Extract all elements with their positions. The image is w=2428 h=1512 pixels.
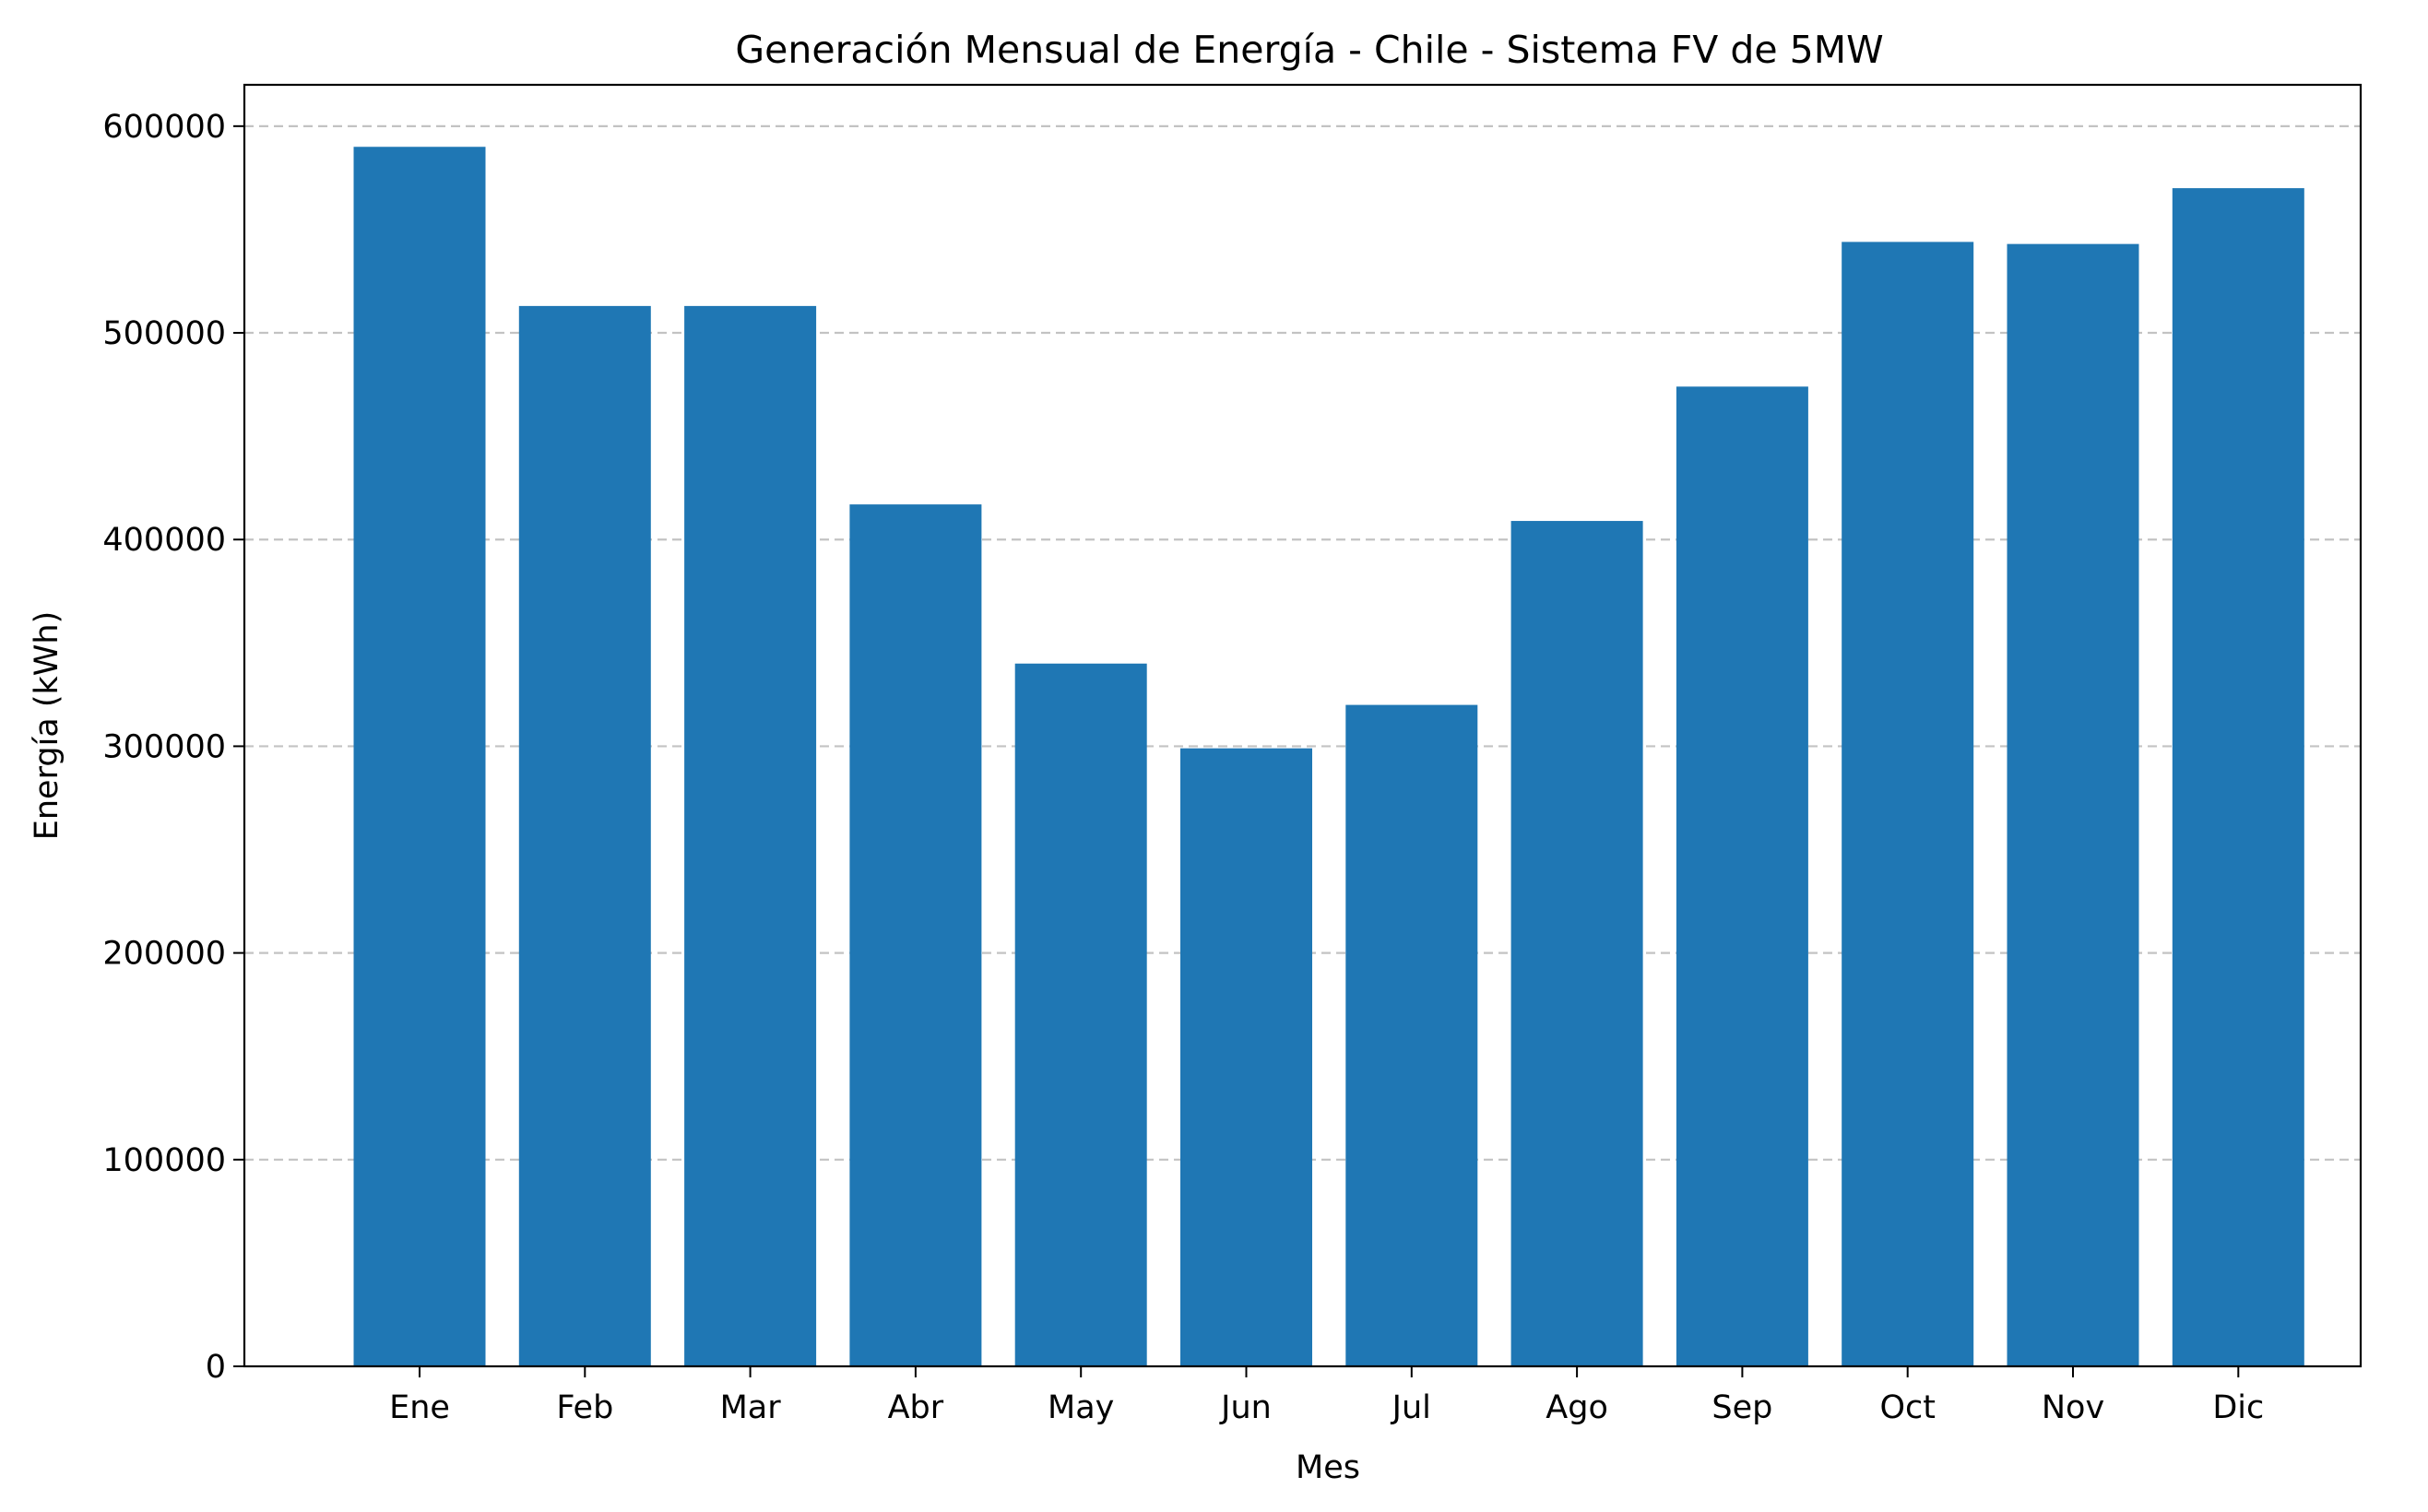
- y-tick-label: 200000: [102, 936, 226, 973]
- bars: [353, 147, 2304, 1367]
- bar-sep: [1676, 386, 1808, 1367]
- x-tick-label: Feb: [556, 1389, 613, 1426]
- x-tick-label: Dic: [2212, 1389, 2264, 1426]
- x-tick-label: Jun: [1219, 1389, 1272, 1426]
- x-tick-label: Ene: [389, 1389, 450, 1426]
- plot-area: [243, 83, 2363, 1368]
- bar-jul: [1345, 704, 1478, 1366]
- y-tick-label: 100000: [102, 1142, 226, 1179]
- x-tick-label: Mar: [720, 1389, 782, 1426]
- bar-abr: [849, 504, 982, 1366]
- x-tick-label: Ago: [1546, 1389, 1608, 1426]
- x-tick-label: Abr: [888, 1389, 944, 1426]
- y-tick-label: 500000: [102, 315, 226, 352]
- bar-ene: [353, 147, 486, 1367]
- x-axis-ticks: Ene Feb Mar Abr May Jun Jul Ago Sep Oct Nov Dic: [389, 1366, 2264, 1426]
- bar-may: [1014, 663, 1147, 1366]
- bar-mar: [684, 305, 817, 1366]
- x-axis-label: Mes: [1296, 1449, 1360, 1486]
- bar-oct: [1842, 242, 1974, 1366]
- x-tick-label: Nov: [2042, 1389, 2104, 1426]
- bar-nov: [2007, 243, 2139, 1366]
- x-tick-label: Oct: [1879, 1389, 1936, 1426]
- bar-ago: [1510, 521, 1643, 1366]
- y-axis-label: Energía (kWh): [29, 611, 65, 841]
- x-tick-label: Jul: [1391, 1389, 1431, 1426]
- y-tick-label: 300000: [102, 728, 226, 765]
- bar-dic: [2172, 188, 2304, 1366]
- y-tick-label: 0: [206, 1349, 226, 1386]
- x-tick-label: Sep: [1711, 1389, 1772, 1426]
- y-tick-label: 400000: [102, 522, 226, 559]
- y-tick-label: 600000: [102, 109, 226, 146]
- bar-jun: [1180, 748, 1312, 1366]
- x-tick-label: May: [1048, 1389, 1114, 1426]
- chart-title: Generación Mensual de Energía - Chile - …: [735, 28, 1883, 72]
- y-axis-ticks: 0 100000 200000 300000 400000 500000 600000: [102, 109, 244, 1386]
- bar-feb: [518, 305, 651, 1366]
